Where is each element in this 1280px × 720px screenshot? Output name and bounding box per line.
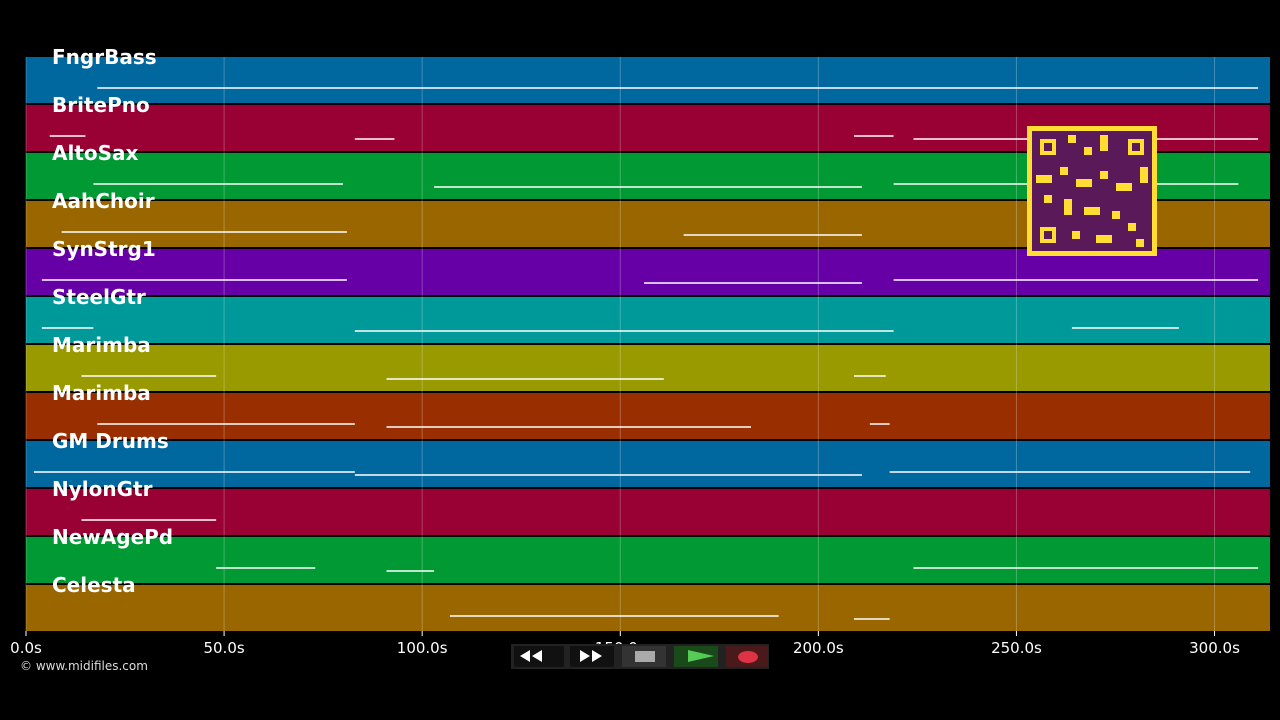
note-span (893, 279, 1259, 281)
note-span (33, 471, 355, 473)
track-name: NylonGtr (52, 477, 153, 501)
record-button[interactable] (726, 646, 768, 667)
tick-label: 0.0s (10, 639, 42, 657)
qr-code (1027, 126, 1157, 256)
track-lane (26, 57, 1270, 103)
note-span (386, 570, 435, 572)
note-span (889, 471, 1251, 473)
track-name: Marimba (52, 381, 151, 405)
labels: FngrBass BritePno AltoSax AahChoir SynStrg1 S… (52, 45, 173, 597)
note-span (49, 135, 86, 137)
note-span (216, 567, 316, 569)
tick-label: 50.0s (203, 639, 244, 657)
note-span (854, 375, 886, 377)
note-span (449, 615, 779, 617)
track-name: Marimba (52, 333, 151, 357)
track-lane (26, 441, 1270, 487)
track-lane (26, 585, 1270, 631)
grid (25, 57, 1216, 631)
note-span (97, 423, 355, 425)
tick-label: 100.0s (397, 639, 448, 657)
track-name: SteelGtr (52, 285, 146, 309)
note-span (434, 186, 862, 188)
note-span (854, 135, 894, 137)
note-span (81, 519, 217, 521)
note-span (354, 138, 395, 140)
note-span (41, 327, 94, 329)
note-span (854, 618, 890, 620)
note-span (913, 567, 1259, 569)
note-span (683, 234, 862, 236)
track-name: AltoSax (52, 141, 139, 165)
track-name: AahChoir (52, 189, 155, 213)
note-span (93, 183, 343, 185)
note-span (354, 474, 862, 476)
note-span (386, 426, 752, 428)
note-span (354, 330, 894, 332)
tick-label: 250.0s (991, 639, 1042, 657)
stop-button[interactable] (622, 646, 666, 667)
note-span (97, 87, 1259, 89)
note-span (81, 375, 217, 377)
note-span (386, 378, 664, 380)
play-button[interactable] (674, 646, 718, 667)
transport (511, 644, 769, 669)
note-span (1071, 327, 1179, 329)
tick-label: 300.0s (1189, 639, 1240, 657)
track-name: FngrBass (52, 45, 157, 69)
note-span (61, 231, 347, 233)
copyright: © www.midifiles.com (20, 659, 148, 673)
tick-label: 200.0s (793, 639, 844, 657)
track-name: Celesta (52, 573, 136, 597)
track-name: NewAgePd (52, 525, 173, 549)
track-lane (26, 249, 1270, 295)
track-name: SynStrg1 (52, 237, 156, 261)
track-lane (26, 537, 1270, 583)
note-span (644, 282, 862, 284)
rewind-button[interactable] (514, 646, 564, 667)
note-span (869, 423, 890, 425)
track-lane (26, 345, 1270, 391)
track-name: BritePno (52, 93, 150, 117)
track-lane (26, 393, 1270, 439)
track-lane (26, 297, 1270, 343)
track-name: GM Drums (52, 429, 169, 453)
note-span (41, 279, 347, 281)
track-lane (26, 489, 1270, 535)
forward-button[interactable] (570, 646, 614, 667)
